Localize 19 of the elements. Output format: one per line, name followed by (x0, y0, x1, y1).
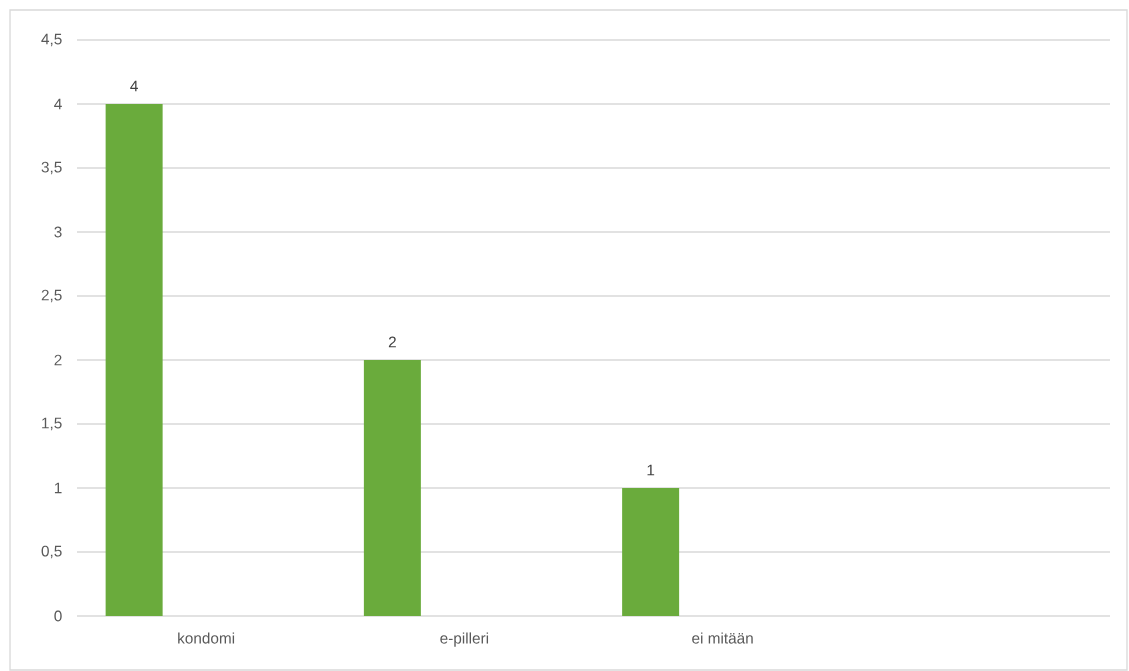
y-tick-label: 4,5 (41, 33, 62, 47)
data-label: 1 (647, 464, 655, 476)
y-tick-label: 3,5 (41, 161, 62, 175)
y-tick-label: 2 (54, 354, 62, 366)
y-tick-label: 0 (54, 610, 62, 622)
y-tick-label: 3 (54, 226, 62, 238)
bar (105, 104, 163, 616)
y-tick-label: 2,5 (41, 289, 62, 303)
y-tick-label: 1,5 (42, 417, 62, 431)
y-tick-label: 0,5 (41, 545, 62, 559)
x-tick-label: ei mitään (692, 632, 753, 644)
y-tick-label: 1 (54, 482, 62, 494)
x-tick-label: kondomi (178, 632, 235, 644)
data-label: 4 (130, 80, 138, 92)
y-tick-label: 4 (54, 98, 62, 110)
bar (363, 359, 421, 616)
data-label: 2 (388, 336, 396, 348)
x-tick-label: e-pilleri (440, 632, 489, 647)
bar (622, 487, 680, 616)
